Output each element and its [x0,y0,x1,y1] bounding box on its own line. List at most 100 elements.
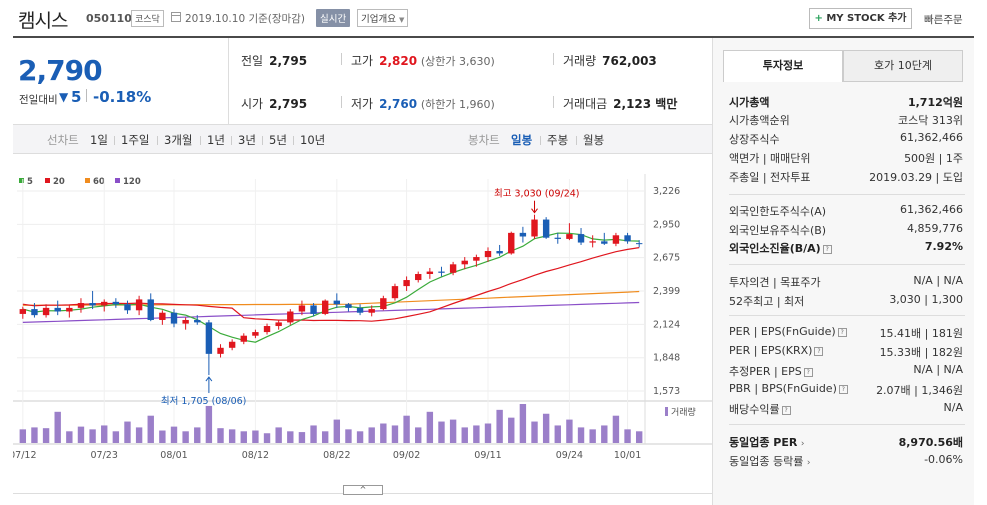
divider [729,315,965,316]
volume-bar [473,425,480,443]
tab-period-3y[interactable]: 3년 [238,133,256,147]
row-sector-per[interactable]: 동일업종 PER › 8,970.56배 [729,434,969,452]
candle-body [380,298,387,310]
y-tick-label: 2,124 [653,319,680,330]
candle-body [426,271,434,275]
tab-period-5y[interactable]: 5년 [269,133,287,147]
stat-label: 전일 [241,54,264,68]
help-icon[interactable]: ? [837,328,847,337]
row-foreign-holding: 외국인보유주식수(B) 4,859,776 [729,222,969,240]
divider [729,264,965,265]
tab-candle-daily[interactable]: 일봉 [511,133,533,147]
volume-bar [438,421,445,443]
help-icon[interactable]: ? [838,385,848,394]
x-tick-label: 09/24 [556,450,583,461]
quick-order-link[interactable]: 빠른주문 [924,14,963,26]
row-value: 2.07배 | 1,346원 [876,384,963,397]
candle-body [205,322,213,354]
divider [13,36,974,38]
tab-candle-weekly[interactable]: 주봉 [547,133,569,147]
candle-body [287,311,294,323]
realtime-button[interactable]: 실시간 [316,9,351,27]
help-icon[interactable]: ? [814,347,824,356]
add-mystock-label: MY STOCK 추가 [826,13,907,24]
candle-body [589,241,596,243]
tab-period-1w[interactable]: 1주일 [121,133,150,147]
volume-bar [589,429,596,443]
down-arrow-icon: ▼ [59,90,69,104]
company-overview-button[interactable]: 기업개요 ▼ [357,9,409,27]
y-tick-label: 1,573 [653,386,680,397]
candle-body [89,303,96,306]
volume-bar [508,417,515,443]
tab-candle-monthly[interactable]: 월봉 [583,133,605,147]
row-value: 61,362,466 [900,203,963,216]
legend-swatch-60 [85,178,90,183]
candle-body [449,264,457,273]
volume-bar [194,427,201,443]
tab-line-chart[interactable]: 선차트 [47,133,79,147]
row-sector-change[interactable]: 동일업종 등락률 › -0.06% [729,453,969,471]
divider [86,89,87,102]
volume-bar [368,427,375,443]
row-label: PBR | BPS(FnGuide) [729,382,837,395]
y-tick-label: 1,848 [653,353,680,364]
candle-body [147,299,154,320]
volume-bar [554,425,561,443]
volume-bar [298,432,306,443]
candle-body [484,251,492,258]
candle-body [356,307,364,313]
stock-header: 캠시스 050110 코스닥 2019.10.10 기준(장마감) 실시간 기업… [0,0,987,36]
help-icon[interactable]: ? [822,245,832,254]
x-tick-label: 09/02 [393,450,420,461]
volume-bar [566,419,573,443]
tab-period-3m[interactable]: 3개월 [164,133,193,147]
candle-body [508,232,515,254]
help-icon[interactable]: ? [781,406,791,415]
divider [553,96,554,108]
y-tick-label: 3,226 [653,186,680,197]
row-label: 동일업종 등락률 [729,455,804,468]
tab-period-1d[interactable]: 1일 [90,133,108,147]
volume-bar [519,404,527,443]
stat-value: 2,820 [379,54,418,68]
volume-bar [321,431,329,443]
volume-bar [89,429,96,443]
volume-bar [345,429,352,443]
candle-body [554,237,561,239]
volume-bar [531,421,538,443]
change-label: 전일대비 [19,94,58,106]
row-market-cap-rank: 시가총액순위 코스닥 313위 [729,112,969,130]
invest-info-panel: 투자정보 호가 10단계 시가총액 1,712억원 시가총액순위 코스닥 313위 … [712,38,974,505]
row-value: 3,030 | 1,300 [889,293,963,306]
row-market-cap: 시가총액 1,712억원 [729,94,969,112]
candle-body [101,301,108,306]
stat-volume: 거래량 762,003 [563,52,657,69]
legend-label-120: 120 [123,177,141,187]
row-label[interactable]: 주총일 | 전자투표 [729,171,811,184]
volume-bar [263,433,271,443]
volume-bar [449,419,457,443]
tab-period-10y[interactable]: 10년 [300,133,326,147]
row-value: 15.41배 | 181원 [879,327,963,340]
volume-bar [542,413,550,443]
add-mystock-button[interactable]: + MY STOCK 추가 [809,8,912,29]
candle-body [601,241,608,244]
tab-period-1y[interactable]: 1년 [207,133,225,147]
tab-candle-chart[interactable]: 봉차트 [468,133,500,147]
chart-collapse-button[interactable]: ^ [343,485,383,495]
tab-hoga-10[interactable]: 호가 10단계 [843,50,963,82]
low-marker-head [205,376,213,382]
price-chart[interactable]: 5 20 60 120 3,226 2,950 2,675 2,399 2,124 1,848 1,… [13,154,712,494]
row-value: N/A | N/A [913,274,963,287]
candle-body [263,326,271,333]
row-value: 500원 | 1주 [904,152,963,165]
legend-swatch-120 [115,178,120,183]
candle-body [461,260,468,265]
tab-invest-info[interactable]: 투자정보 [723,50,843,82]
price-stats: 전일 2,795 고가 2,820 (상한가 3,630) 거래량 762,003 시… [228,38,710,124]
help-icon[interactable]: ? [803,368,813,377]
candle-body [391,286,399,299]
divider [341,53,342,65]
volume-bar [391,425,399,443]
